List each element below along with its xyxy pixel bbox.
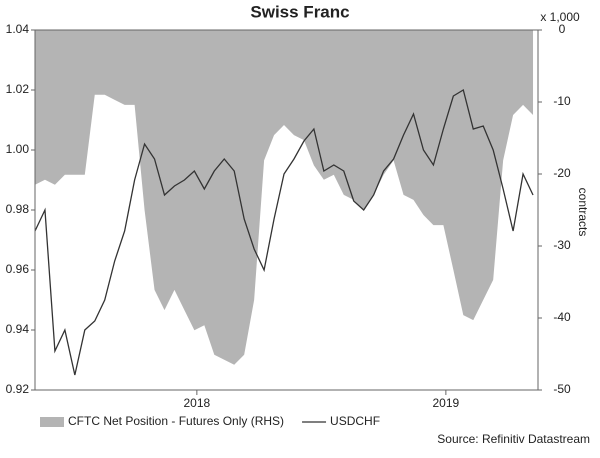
y2-axis-label: contracts bbox=[576, 188, 590, 237]
x-tick-label: 2018 bbox=[184, 396, 211, 410]
legend-swatch bbox=[40, 417, 64, 427]
legend-label: USDCHF bbox=[330, 414, 380, 428]
x-tick-label: 2019 bbox=[433, 396, 460, 410]
y2-tick-label: -30 bbox=[553, 238, 571, 252]
y-tick-label: 0.92 bbox=[6, 382, 30, 396]
y-tick-label: 0.94 bbox=[6, 322, 30, 336]
y2-tick-label: -40 bbox=[553, 310, 571, 324]
y2-tick-label: 0 bbox=[559, 22, 566, 36]
net-position-area bbox=[35, 30, 534, 365]
y-tick-label: 1.00 bbox=[6, 142, 30, 156]
y2-unit: x 1,000 bbox=[540, 10, 580, 24]
source: Source: Refinitiv Datastream bbox=[437, 432, 590, 446]
y2-tick-label: -50 bbox=[553, 382, 571, 396]
y2-tick-label: -10 bbox=[553, 94, 571, 108]
y-tick-label: 0.98 bbox=[6, 202, 30, 216]
chart-title: Swiss Franc bbox=[250, 2, 349, 21]
y-tick-label: 0.96 bbox=[6, 262, 30, 276]
y-tick-label: 1.02 bbox=[6, 82, 30, 96]
legend-label: CFTC Net Position - Futures Only (RHS) bbox=[68, 414, 284, 428]
usdchf-line bbox=[34, 88, 534, 376]
y-tick-label: 1.04 bbox=[6, 22, 30, 36]
y2-tick-label: -20 bbox=[553, 166, 571, 180]
